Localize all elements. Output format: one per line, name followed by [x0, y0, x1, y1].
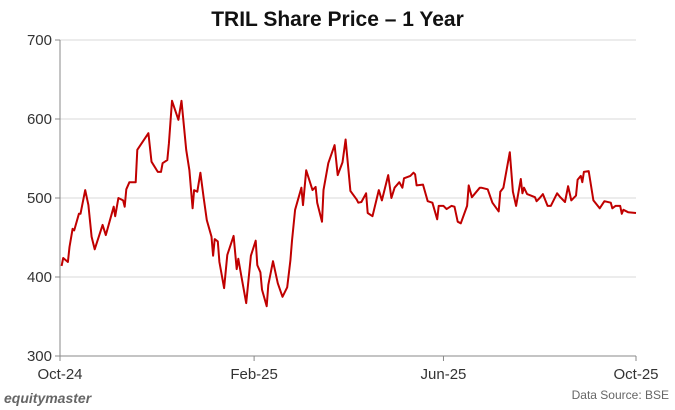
- y-tick-label: 400: [27, 269, 52, 286]
- y-tick-label: 600: [27, 111, 52, 128]
- x-tick-label: Feb-25: [230, 366, 278, 383]
- x-tick-label: Oct-24: [37, 366, 82, 383]
- data-source-note: Data Source: BSE: [571, 388, 669, 402]
- price-line: [60, 99, 637, 308]
- equitymaster-logo: equitymaster: [4, 390, 92, 406]
- x-tick-label: Jun-25: [421, 366, 467, 383]
- y-tick-label: 300: [27, 348, 52, 365]
- chart-title: TRIL Share Price – 1 Year: [211, 8, 464, 31]
- x-tick-label: Oct-25: [613, 366, 658, 383]
- y-tick-label: 500: [27, 190, 52, 207]
- y-tick-label: 700: [27, 32, 52, 49]
